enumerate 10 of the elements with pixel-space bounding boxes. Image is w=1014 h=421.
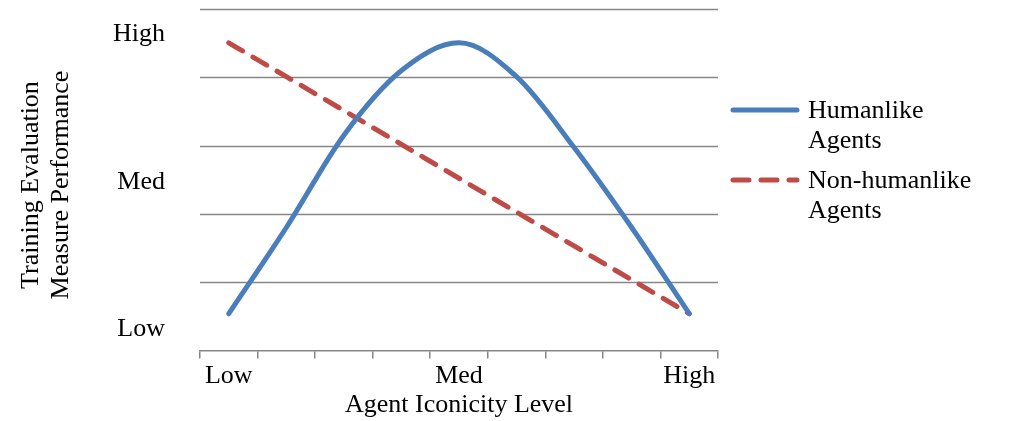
text: Low [117, 313, 165, 343]
text: High [113, 18, 165, 48]
x-tick-label: Low [204, 360, 253, 390]
y-axis-title: Training Evaluation Measure Performance [15, 69, 75, 302]
x-axis-title: Agent Iconicity Level [344, 389, 574, 419]
x-tick-label: High [663, 360, 716, 390]
x-tick-label: Med [435, 360, 483, 390]
legend-label: Non-humanlike Agents [808, 165, 973, 225]
text: Med [117, 165, 165, 196]
legend-label: Humanlike Agents [808, 95, 925, 155]
